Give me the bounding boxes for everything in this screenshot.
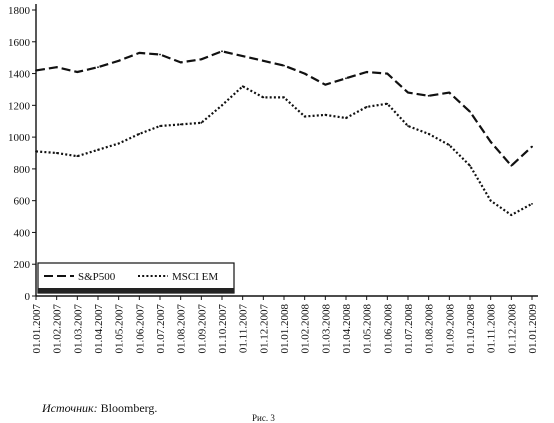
x-tick-label: 01.03.2008: [320, 304, 332, 354]
data-point-msci-em: [469, 164, 471, 167]
x-tick-label: 01.06.2007: [134, 304, 146, 354]
data-point-msci-em: [76, 155, 79, 158]
y-tick-label: 0: [25, 291, 31, 303]
data-point-s-p500: [97, 66, 99, 69]
legend: S&P500 MSCI EM: [37, 262, 235, 294]
data-point-msci-em: [427, 133, 430, 135]
data-point-msci-em: [241, 85, 244, 88]
data-point-msci-em: [179, 123, 182, 126]
x-tick-label: 01.06.2008: [382, 304, 394, 354]
series-layer: [35, 50, 533, 217]
data-point-s-p500: [469, 110, 471, 113]
y-axis: 0 200 400 600 800 1000 1200 1400 1600 1800: [8, 4, 37, 303]
data-point-s-p500: [159, 53, 161, 56]
data-point-msci-em: [324, 113, 327, 116]
x-tick-label: 01.07.2007: [155, 304, 167, 354]
x-tick-label: 01.02.2007: [52, 304, 64, 354]
data-point-s-p500: [365, 71, 368, 73]
data-point-s-p500: [35, 69, 37, 72]
data-point-s-p500: [386, 72, 389, 75]
y-tick-label: 1200: [8, 100, 31, 112]
data-point-msci-em: [159, 125, 161, 127]
data-point-s-p500: [200, 58, 203, 61]
x-tick-label: 01.05.2007: [114, 304, 126, 354]
data-point-msci-em: [55, 152, 58, 154]
x-tick-label: 01.08.2008: [424, 304, 436, 354]
data-point-msci-em: [365, 106, 368, 108]
data-point-s-p500: [179, 61, 182, 64]
data-point-s-p500: [283, 64, 285, 67]
x-tick-label: 01.10.2007: [217, 304, 229, 354]
data-point-msci-em: [531, 202, 533, 205]
figure-caption: Рис. 3: [252, 413, 275, 423]
data-point-msci-em: [407, 125, 409, 127]
x-tick-label: 01.11.2007: [238, 304, 250, 354]
x-tick-label: 01.08.2007: [176, 304, 188, 354]
x-tick-label: 01.11.2008: [486, 304, 498, 354]
x-tick-label: 01.10.2008: [465, 304, 477, 354]
x-tick-label: 01.09.2008: [444, 304, 456, 354]
x-tick-label: 01.07.2008: [403, 304, 415, 354]
data-point-msci-em: [221, 104, 223, 107]
y-tick-label: 1400: [8, 69, 31, 81]
data-point-s-p500: [407, 91, 409, 94]
data-point-msci-em: [510, 214, 513, 216]
x-tick-label: 01.12.2008: [506, 304, 518, 354]
y-tick-label: 1600: [8, 37, 31, 49]
x-tick-label: 01.01.2007: [31, 304, 43, 354]
y-tick-label: 1000: [8, 132, 31, 144]
legend-label-msci-em: MSCI EM: [172, 271, 218, 283]
data-point-msci-em: [345, 117, 347, 119]
data-point-s-p500: [427, 94, 430, 97]
data-point-msci-em: [386, 102, 389, 105]
legend-base-bar: [38, 288, 234, 293]
y-tick-label: 200: [14, 259, 31, 271]
data-point-s-p500: [138, 52, 141, 54]
y-tick-label: 600: [14, 196, 31, 208]
data-point-msci-em: [448, 144, 451, 146]
source-note: Источник: Bloomberg.: [42, 401, 157, 415]
x-axis: 01.01.2007 01.02.2007 01.03.2007 01.04.2007…: [31, 295, 539, 354]
x-tick-label: 01.04.2007: [93, 304, 105, 354]
source-label: Источник:: [42, 401, 98, 415]
series-line-s-p500: [35, 50, 533, 167]
data-point-s-p500: [241, 55, 244, 57]
x-tick-label: 01.02.2008: [300, 304, 312, 354]
y-tick-label: 800: [14, 164, 31, 176]
data-point-msci-em: [489, 199, 492, 202]
x-tick-label: 01.09.2007: [196, 304, 208, 354]
data-point-s-p500: [262, 59, 265, 62]
data-point-msci-em: [97, 148, 99, 151]
x-tick-label: 01.05.2008: [362, 304, 374, 354]
data-point-msci-em: [138, 133, 141, 135]
data-point-s-p500: [117, 59, 120, 62]
x-tick-label: 01.01.2008: [279, 304, 291, 354]
series-line-msci-em: [35, 85, 533, 217]
x-tick-label: 01.01.2009: [527, 304, 539, 354]
data-point-s-p500: [448, 91, 451, 94]
data-point-msci-em: [283, 96, 285, 99]
legend-label-s-p500: S&P500: [78, 271, 116, 283]
data-point-s-p500: [221, 50, 223, 53]
data-point-msci-em: [262, 96, 265, 99]
x-tick-label: 01.04.2008: [341, 304, 353, 354]
data-point-s-p500: [489, 140, 492, 143]
x-tick-label: 01.03.2007: [72, 304, 84, 354]
data-point-msci-em: [35, 150, 37, 153]
data-point-msci-em: [303, 115, 306, 118]
y-tick-label: 1800: [8, 5, 31, 17]
data-point-s-p500: [531, 145, 533, 148]
data-point-s-p500: [510, 164, 513, 167]
data-point-s-p500: [55, 66, 58, 69]
x-tick-label: 01.12.2007: [258, 304, 270, 354]
source-value: Bloomberg.: [100, 401, 158, 415]
data-point-msci-em: [117, 142, 120, 145]
data-point-msci-em: [200, 121, 203, 124]
data-point-s-p500: [76, 71, 79, 73]
data-point-s-p500: [303, 72, 306, 75]
data-point-s-p500: [345, 77, 347, 80]
data-point-s-p500: [324, 83, 327, 86]
y-tick-label: 400: [14, 227, 31, 239]
